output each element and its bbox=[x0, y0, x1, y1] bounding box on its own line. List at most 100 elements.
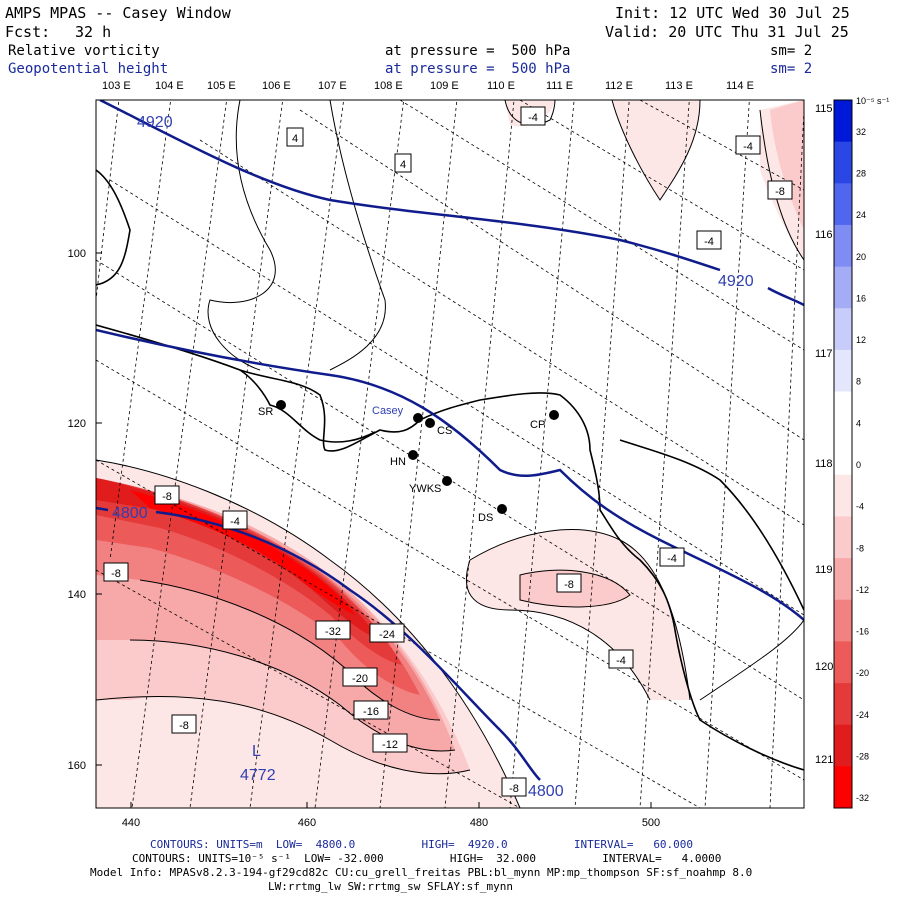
svg-text:-12: -12 bbox=[382, 739, 398, 751]
colorbar-label: -24 bbox=[856, 710, 869, 720]
svg-text:440: 440 bbox=[122, 817, 140, 829]
svg-text:114 E: 114 E bbox=[726, 80, 754, 92]
svg-text:-8: -8 bbox=[179, 720, 189, 732]
vort-label: -8 bbox=[556, 573, 582, 593]
vort-fill-8-ne bbox=[770, 100, 804, 230]
svg-text:-8: -8 bbox=[775, 186, 785, 198]
svg-text:-20: -20 bbox=[352, 673, 368, 685]
low-value: 4772 bbox=[240, 767, 276, 784]
svg-text:108 E: 108 E bbox=[374, 80, 403, 92]
station-cp: CP bbox=[530, 410, 559, 431]
svg-text:-4: -4 bbox=[704, 236, 714, 248]
svg-text:104 E: 104 E bbox=[155, 80, 184, 92]
vort-label: 4 bbox=[286, 127, 304, 147]
vorticity-label-group: -4 4 4 -4 -8 -4 -8 -4 -8 -24 -32 -20 -16… bbox=[103, 106, 793, 797]
vort-label: 4 bbox=[394, 153, 412, 173]
colorbar-swatch bbox=[834, 766, 852, 809]
svg-text:107 E: 107 E bbox=[318, 80, 347, 92]
svg-text:-4: -4 bbox=[743, 141, 753, 153]
colorbar-label: 12 bbox=[856, 335, 866, 345]
svg-text:-8: -8 bbox=[564, 579, 574, 591]
svg-text:-8: -8 bbox=[111, 568, 121, 580]
svg-text:-4: -4 bbox=[230, 516, 240, 528]
vort-label: -20 bbox=[342, 667, 378, 687]
init-time: Init: 12 UTC Wed 30 Jul 25 bbox=[615, 4, 850, 22]
vort-label: -4 bbox=[659, 547, 685, 567]
vort-label: -8 bbox=[767, 180, 793, 200]
colorbar-swatch bbox=[834, 433, 852, 476]
svg-text:120: 120 bbox=[68, 418, 86, 430]
colorbar-swatch bbox=[834, 141, 852, 184]
vort-label: -8 bbox=[103, 562, 129, 582]
bottom-x-ticks bbox=[130, 802, 652, 808]
svg-text:103 E: 103 E bbox=[102, 80, 131, 92]
colorbar-label: 24 bbox=[856, 210, 866, 220]
vort-label: -16 bbox=[353, 700, 389, 720]
vort-fill-weak-ne2 bbox=[612, 100, 700, 200]
svg-text:111 E: 111 E bbox=[546, 80, 573, 92]
colorbar-swatch bbox=[834, 224, 852, 268]
svg-text:109 E: 109 E bbox=[430, 80, 459, 92]
vort-label: -24 bbox=[369, 623, 405, 643]
station-ywks: YWKS bbox=[409, 476, 452, 495]
colorbar-swatch bbox=[834, 474, 852, 517]
colorbar-label: 20 bbox=[856, 252, 866, 262]
colorbar-label: 32 bbox=[856, 127, 866, 137]
coastline bbox=[96, 169, 804, 771]
height-label: 4800 bbox=[112, 505, 148, 522]
station-group: SR Casey CS CP HN YWKS DS bbox=[258, 400, 559, 524]
field2-name: Geopotential height bbox=[8, 61, 169, 77]
height-label: 4920 bbox=[718, 273, 754, 290]
lat-lon-grid bbox=[96, 100, 804, 808]
colorbar-label: 16 bbox=[856, 293, 866, 303]
field1-level: at pressure = 500 hPa bbox=[385, 43, 571, 59]
colorbar-label: -12 bbox=[856, 585, 869, 595]
svg-text:4: 4 bbox=[400, 159, 406, 171]
svg-text:4: 4 bbox=[292, 133, 298, 145]
svg-text:CS: CS bbox=[437, 425, 452, 437]
vorticity-shading bbox=[96, 100, 804, 808]
colorbar-swatch bbox=[834, 558, 852, 601]
bottom-x-labels: 440 460 480 500 bbox=[122, 817, 660, 829]
svg-text:-16: -16 bbox=[363, 706, 379, 718]
colorbar-swatch bbox=[834, 683, 852, 726]
svg-text:DS: DS bbox=[478, 512, 493, 524]
vorticity-contour-info: CONTOURS: UNITS=10⁻⁵ s⁻¹ LOW= -32.000 HI… bbox=[132, 852, 722, 865]
vort-label: -12 bbox=[372, 733, 408, 753]
colorbar-swatch bbox=[834, 599, 852, 642]
svg-text:110 E: 110 E bbox=[487, 80, 515, 92]
vorticity-contours bbox=[96, 100, 804, 808]
field1-smoothing: sm= 2 bbox=[770, 43, 813, 59]
station-sr: SR bbox=[258, 400, 286, 418]
svg-text:-8: -8 bbox=[509, 783, 519, 795]
height-4800-stub bbox=[96, 506, 109, 512]
vort-fill-28 bbox=[96, 478, 380, 640]
colorbar-swatch bbox=[834, 183, 852, 226]
svg-text:100: 100 bbox=[68, 248, 86, 260]
vort-label: -4 bbox=[696, 230, 722, 250]
vort-label: -32 bbox=[315, 620, 351, 640]
svg-text:YWKS: YWKS bbox=[409, 483, 441, 495]
colorbar-swatch bbox=[834, 266, 852, 309]
height-contour-info: CONTOURS: UNITS=m LOW= 4800.0 HIGH= 4920… bbox=[150, 838, 694, 851]
height-label-group: 4920 4920 4800 4800 L 4772 bbox=[112, 114, 754, 800]
colorbar-swatch bbox=[834, 100, 852, 143]
vort-label: -4 bbox=[520, 106, 546, 126]
svg-text:460: 460 bbox=[298, 817, 316, 829]
svg-text:CP: CP bbox=[530, 419, 545, 431]
station-ds: DS bbox=[478, 504, 507, 524]
colorbar-swatch bbox=[834, 724, 852, 767]
colorbar-label: -16 bbox=[856, 627, 869, 637]
model-info-physics: LW:rrtmg_lw SW:rrtmg_sw SFLAY:sf_mynn bbox=[268, 880, 514, 893]
colorbar-frame bbox=[833, 99, 853, 809]
field1-name: Relative vorticity bbox=[8, 43, 160, 59]
left-y-ticks bbox=[96, 252, 102, 766]
forecast-label: Fcst: bbox=[5, 23, 51, 41]
vort-fill-32 bbox=[130, 490, 355, 615]
svg-text:140: 140 bbox=[68, 589, 86, 601]
vort-label: -4 bbox=[222, 510, 248, 530]
vort-label: -8 bbox=[501, 777, 527, 797]
colorbar-label: -32 bbox=[856, 793, 869, 803]
left-y-labels: 100 120 140 160 bbox=[68, 248, 86, 772]
